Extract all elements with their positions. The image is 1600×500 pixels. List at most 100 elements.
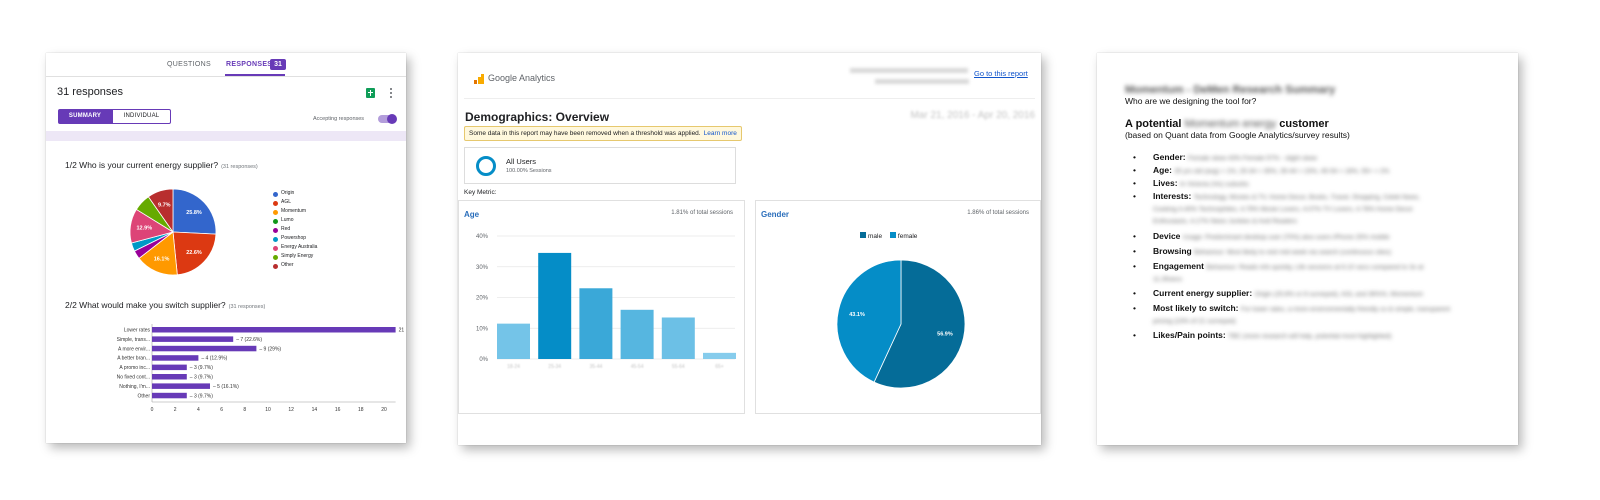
date-range[interactable]: Mar 21, 2016 - Apr 20, 2016 <box>910 110 1035 121</box>
summary-panel <box>46 141 406 443</box>
data-label: – 5 (16.1%) <box>213 384 239 390</box>
attribute-label: Current energy supplier <box>1153 288 1250 298</box>
persona-attribute-list: • Gender: Female skew 43% Female 57% - sl… <box>1133 152 1513 342</box>
bar <box>579 288 613 359</box>
list-item: • Browsing Behaviour: Most likely to visi… <box>1133 246 1391 256</box>
attribute-value: Behaviour: Reads info quickly, Life sess… <box>1153 264 1424 283</box>
legend-item: female <box>889 232 917 240</box>
age-panel: Age 1.81% of total sessions 0% 10% 20% 30% 4… <box>458 200 745 414</box>
list-item: • Lives: In Victoria (Vic) suburbs <box>1133 178 1249 188</box>
legend-label: Red <box>281 226 291 232</box>
gender-pie-slice <box>836 259 902 383</box>
data-label: 21 (67.7%) <box>399 328 404 334</box>
threshold-notice: Some data in this report may have been r… <box>464 126 742 141</box>
forms-responses-card: QUESTIONS RESPONSES 31 31 responses SUMM… <box>46 53 406 443</box>
age-bar-chart: 0% 10% 20% 30% 40% 18-24 25-34 35-44 45-54 55-64 6… <box>459 224 746 414</box>
research-summary-document: Momentum - DeMen Research Summary Who ar… <box>1097 53 1518 445</box>
x-tick-label: 35-44 <box>590 364 603 370</box>
summary-toggle-button[interactable]: SUMMARY <box>58 109 112 124</box>
gender-panel-title[interactable]: Gender <box>761 210 790 219</box>
list-item: • Most likely to switch: For lower rates,… <box>1133 303 1451 325</box>
spreadsheet-icon[interactable] <box>366 88 375 98</box>
list-item: • Gender: Female skew 43% Female 57% - sl… <box>1133 152 1317 162</box>
y-tick-label: 0% <box>479 357 488 363</box>
category-label: A promo inc... <box>119 365 150 371</box>
segment-ring-icon <box>476 156 496 176</box>
individual-toggle-button[interactable]: INDIVIDUAL <box>112 109 171 124</box>
list-item: • Likes/Pain points: TBC (more research w… <box>1133 330 1392 340</box>
age-panel-title[interactable]: Age <box>464 210 480 219</box>
x-tick-label: 18-24 <box>507 364 520 370</box>
legend-swatch <box>889 232 896 238</box>
legend-item: Other <box>273 261 317 270</box>
x-tick-label: 10 <box>265 407 271 413</box>
bar <box>703 352 736 359</box>
supplier-legend: Origin AGL Momentum Lumo Red Powershop E… <box>273 189 317 270</box>
attribute-value: Behaviour: Most likely to visit mid week… <box>1194 249 1391 256</box>
tab-responses[interactable]: RESPONSES <box>226 61 273 68</box>
tab-questions[interactable]: QUESTIONS <box>167 61 211 68</box>
accepting-responses-label: Accepting responses <box>313 116 365 122</box>
analytics-report-card: Google Analytics Go to this report Demog… <box>458 53 1041 445</box>
go-to-report-link[interactable]: Go to this report <box>974 69 1028 78</box>
data-label: – 3 (9.7%) <box>190 393 213 399</box>
segment-name: All Users <box>506 157 537 166</box>
data-label: – 3 (9.7%) <box>190 365 213 371</box>
legend-label: Other <box>281 262 294 268</box>
analytics-logo-text: Google Analytics <box>488 73 556 83</box>
persona-heading-start: A potential <box>1125 118 1182 130</box>
question-2-title: 2/2 What would make you switch supplier?… <box>65 300 265 310</box>
legend-label: male <box>868 232 883 240</box>
attribute-value: 35 yrs old (avg) = 1%, 25-34 = 35%, 35-4… <box>1174 168 1390 175</box>
gender-panel: Gender 1.86% of total sessions male fema… <box>755 200 1041 414</box>
legend-item: Origin <box>273 189 317 198</box>
legend-item: Red <box>273 225 317 234</box>
report-title: Demographics: Overview <box>465 110 610 124</box>
supplier-pie-label: 25.8% <box>186 210 202 216</box>
segment-all-users[interactable]: All Users 100.00% Sessions <box>464 147 736 184</box>
legend-item: Lumo <box>273 216 317 225</box>
attribute-value: Female skew 43% Female 57% - slight skew <box>1187 155 1317 162</box>
x-tick-label: 12 <box>288 407 294 413</box>
legend-item: AGL <box>273 198 317 207</box>
age-session-share: 1.81% of total sessions <box>671 210 733 216</box>
list-item: • Engagement Behaviour: Reads info quickl… <box>1133 261 1424 283</box>
threshold-notice-text: Some data in this report may have been r… <box>469 130 701 137</box>
legend-label: Simply Energy <box>281 253 314 259</box>
x-tick-label: 18 <box>358 407 364 413</box>
legend-label: AGL <box>281 199 292 205</box>
x-tick-label: 14 <box>312 407 318 413</box>
supplier-pie-slice <box>147 188 174 234</box>
attribute-value: For lower rates, a more environmentally … <box>1153 306 1451 325</box>
switch-reasons-bar-chart: Lower rates 21 (67.7%) Simple, trans... – 7… <box>64 324 406 434</box>
question-1-title: 1/2 Who is your current energy supplier?… <box>65 160 258 170</box>
persona-source-note: (based on Quant data from Google Analyti… <box>1125 130 1350 140</box>
learn-more-link[interactable]: Learn more <box>703 130 737 137</box>
category-label: No fixed cont... <box>117 375 150 381</box>
data-label: – 3 (9.7%) <box>190 375 213 381</box>
accepting-responses-toggle[interactable] <box>378 113 397 124</box>
attribute-label: Device <box>1153 231 1181 241</box>
bar <box>152 374 187 380</box>
category-label: A better bran... <box>117 356 150 362</box>
y-tick-label: 40% <box>476 234 489 240</box>
legend-swatch <box>273 236 278 242</box>
bar <box>620 309 654 359</box>
category-label: Lower rates <box>124 328 151 334</box>
question-1-count: (31 responses) <box>221 164 258 170</box>
segment-sessions: 100.00% Sessions <box>506 168 552 174</box>
legend-swatch <box>273 254 278 260</box>
gender-pie-label: 56.9% <box>937 332 953 338</box>
legend-label: Powershop <box>281 235 307 241</box>
bar <box>152 327 396 333</box>
list-item: • Current energy supplier: Origin (25.8% … <box>1133 288 1424 298</box>
attribute-value: In Victoria (Vic) suburbs <box>1179 181 1249 188</box>
more-vert-icon[interactable] <box>390 88 393 99</box>
supplier-pie-label: 16.1% <box>154 257 170 263</box>
bar <box>152 355 199 361</box>
bar <box>152 336 234 342</box>
redacted-account-info <box>850 68 968 73</box>
legend-label: Lumo <box>281 217 294 223</box>
gender-pie-label: 43.1% <box>849 312 865 318</box>
list-item: • Age: 35 yrs old (avg) = 1%, 25-34 = 35%… <box>1133 165 1390 175</box>
